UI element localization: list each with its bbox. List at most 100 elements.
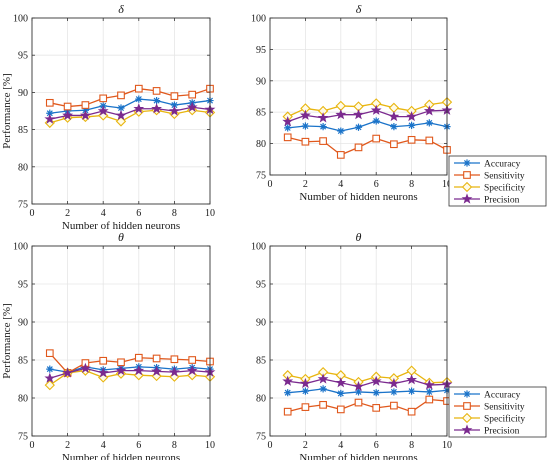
marker-precision-8 [406,110,417,122]
plot-frame [31,245,211,437]
marker-sensitivity-6 [134,353,143,362]
marker-accuracy-4 [337,127,345,135]
marker-sensitivity-2 [63,102,72,111]
x-tick-label: 2 [65,440,70,451]
marker-precision-8 [169,105,180,116]
marker-sensitivity-8 [170,355,179,364]
chart-panel-4: 75 80 85 90 95 100 0 2 4 6 8 10 θ Number of hidden ne… [251,230,547,460]
marker-sensitivity-5 [354,143,363,152]
marker-accuracy-8 [408,387,416,395]
y-tick-label: 80 [256,139,266,150]
marker-sensitivity-4 [336,151,345,159]
marker-sensitivity-5 [117,91,125,100]
marker-accuracy-1 [46,365,54,373]
marker-precision-3 [317,373,329,384]
legend-label-specificity: Specificity [484,413,525,424]
marker-precision-6 [133,103,145,114]
series-line-precision [49,106,211,120]
x-tick-label: 2 [65,208,70,219]
marker-sensitivity-1 [283,407,292,416]
x-tick-label: 0 [30,208,35,219]
marker-precision-9 [186,101,198,112]
plot-frame [269,245,448,437]
marker-accuracy-1 [46,109,54,117]
y-tick-label: 95 [18,280,28,291]
marker-precision-6 [133,364,145,376]
marker-precision-4 [97,105,109,116]
marker-precision-104 [461,193,473,204]
x-tick-label: 8 [172,208,177,219]
marker-accuracy-1 [284,389,292,397]
marker-precision-5 [115,364,127,376]
series-line-accuracy [49,366,211,373]
marker-precision-6 [370,375,382,386]
marker-precision-2 [300,109,311,120]
marker-precision-6 [370,104,382,115]
marker-specificity-103 [461,412,473,424]
chart-panel-1: 75 80 85 90 95 100 0 2 4 6 8 10 δ Number of hidden ne… [1,2,216,232]
y-tick-label: 100 [251,14,266,25]
x-tick-label: 10 [205,440,215,451]
marker-sensitivity-5 [354,398,363,407]
marker-precision-104 [461,424,473,435]
y-tick-label: 90 [256,318,266,329]
marker-precision-5 [115,109,127,121]
series-line-accuracy [287,120,448,132]
marker-accuracy-5 [117,104,125,112]
legend-label-precision: Precision [484,426,520,436]
marker-sensitivity-3 [81,101,90,109]
x-tick-label: 10 [205,208,215,219]
marker-accuracy-7 [153,96,161,105]
x-axis-label: Number of hidden neurons [299,452,417,460]
marker-accuracy-4 [337,389,345,398]
y-axis-label: Performance [%] [1,303,13,378]
plot-frame [269,17,448,176]
plot-area [270,246,447,436]
y-tick-label: 80 [256,394,266,405]
marker-sensitivity-7 [390,401,398,410]
marker-accuracy-3 [319,123,327,131]
series-line-accuracy [287,388,448,395]
chart-title: θ [356,230,362,244]
marker-precision-2 [62,109,73,121]
legend-label-precision: Precision [484,195,520,205]
marker-precision-4 [335,109,347,120]
marker-sensitivity-4 [99,94,108,103]
series-line-specificity [287,369,448,384]
plot-area [32,246,210,436]
y-tick-label: 75 [256,171,266,182]
marker-precision-9 [423,105,435,116]
y-tick-label: 85 [18,125,28,136]
marker-precision-4 [335,377,347,388]
y-tick-label: 80 [18,162,28,173]
marker-sensitivity-7 [152,87,161,95]
marker-precision-2 [300,377,311,389]
marker-precision-1 [282,375,294,386]
marker-accuracy-2 [301,387,309,395]
y-tick-label: 80 [18,394,28,405]
plot-frame [31,17,211,205]
marker-accuracy-2 [301,122,309,130]
marker-precision-3 [80,362,91,373]
marker-accuracy-101 [463,159,471,167]
x-tick-label: 6 [136,208,141,219]
x-tick-label: 2 [303,179,308,190]
y-tick-label: 100 [13,242,28,253]
x-tick-label: 0 [268,179,273,190]
x-tick-label: 8 [409,440,414,451]
x-tick-label: 0 [30,440,35,451]
legend-label-sensitivity: Sensitivity [484,171,525,181]
y-tick-label: 95 [256,45,266,56]
marker-precision-7 [388,110,400,122]
marker-accuracy-101 [463,390,471,398]
marker-sensitivity-8 [170,92,179,100]
y-tick-label: 85 [256,108,266,119]
marker-precision-1 [282,115,294,127]
x-tick-label: 8 [172,440,177,451]
series-line-precision [49,367,211,379]
marker-sensitivity-7 [390,140,398,149]
marker-precision-9 [186,364,198,376]
marker-accuracy-8 [408,121,416,129]
marker-precision-7 [388,377,400,389]
